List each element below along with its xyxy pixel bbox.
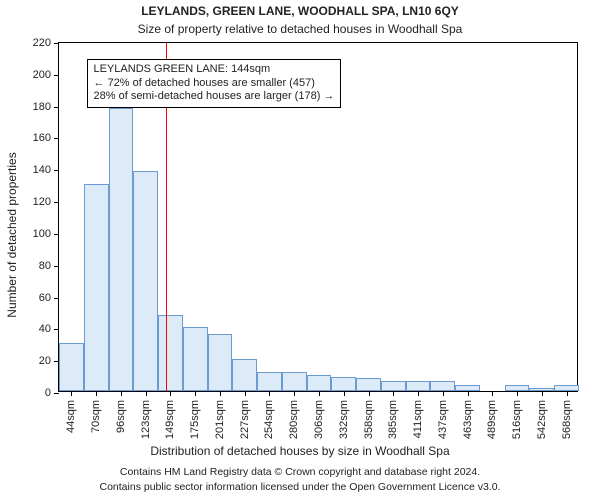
annotation-line: 28% of semi-detached houses are larger (… <box>94 90 335 104</box>
x-tick-label: 568sqm <box>567 361 579 400</box>
x-tick-label: 411sqm <box>418 362 430 400</box>
y-tick-label: 80 <box>39 260 59 272</box>
y-tick-label: 160 <box>33 132 59 144</box>
x-tick-label: 516sqm <box>517 361 529 400</box>
x-tick-label: 489sqm <box>492 361 504 400</box>
x-tick-label: 201sqm <box>220 361 232 400</box>
x-tick-label: 332sqm <box>344 361 356 400</box>
x-tick-label: 542sqm <box>542 361 554 400</box>
x-tick-label: 70sqm <box>96 367 108 400</box>
x-tick-label: 280sqm <box>294 361 306 400</box>
y-tick-label: 220 <box>33 37 59 49</box>
y-tick-label: 60 <box>39 292 59 304</box>
y-tick-label: 40 <box>39 323 59 335</box>
y-tick-label: 20 <box>39 355 59 367</box>
y-tick-label: 180 <box>33 101 59 113</box>
histogram-chart: LEYLANDS, GREEN LANE, WOODHALL SPA, LN10… <box>0 0 600 500</box>
y-tick-label: 200 <box>33 69 59 81</box>
x-tick-label: 44sqm <box>71 367 83 400</box>
x-tick-label: 227sqm <box>245 361 257 400</box>
y-tick-label: 120 <box>33 196 59 208</box>
plot-area: 02040608010012014016018020022044sqm70sqm… <box>58 42 578 392</box>
x-tick-label: 437sqm <box>443 361 455 400</box>
chart-title: LEYLANDS, GREEN LANE, WOODHALL SPA, LN10… <box>0 4 600 18</box>
x-axis-label: Distribution of detached houses by size … <box>0 444 600 458</box>
x-tick-label: 358sqm <box>369 361 381 400</box>
y-axis-label: Number of detached properties <box>5 152 19 317</box>
y-tick-label: 140 <box>33 164 59 176</box>
annotation-box: LEYLANDS GREEN LANE: 144sqm← 72% of deta… <box>87 59 342 108</box>
histogram-bar <box>133 171 158 391</box>
footnote-licence: Contains public sector information licen… <box>0 481 600 493</box>
x-tick-label: 175sqm <box>195 361 207 400</box>
x-tick-label: 123sqm <box>146 361 158 400</box>
histogram-bar <box>84 184 109 391</box>
y-tick-label: 100 <box>33 228 59 240</box>
y-tick-label: 0 <box>45 387 59 399</box>
x-tick-label: 149sqm <box>170 361 182 400</box>
x-tick-label: 463sqm <box>468 361 480 400</box>
footnote-copyright: Contains HM Land Registry data © Crown c… <box>0 466 600 478</box>
x-tick-label: 254sqm <box>269 361 281 400</box>
histogram-bar <box>109 108 134 391</box>
annotation-line: ← 72% of detached houses are smaller (45… <box>94 77 335 91</box>
x-tick-label: 306sqm <box>319 361 331 400</box>
annotation-line: LEYLANDS GREEN LANE: 144sqm <box>94 63 335 77</box>
chart-subtitle: Size of property relative to detached ho… <box>0 22 600 36</box>
x-tick-label: 96sqm <box>121 367 133 400</box>
x-tick-label: 385sqm <box>393 361 405 400</box>
